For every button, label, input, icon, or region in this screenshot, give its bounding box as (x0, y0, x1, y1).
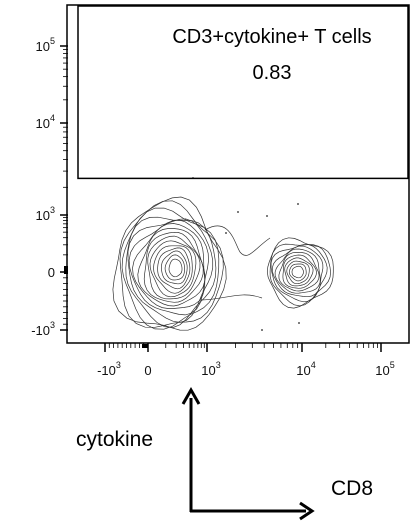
axis-arrows (181, 386, 315, 521)
contour-line-1-16 (168, 258, 183, 278)
gate-rectangle (77, 5, 409, 180)
contour-line-2-11 (291, 265, 304, 279)
contour-line-2-10 (288, 263, 307, 282)
contour-line-1-8 (137, 228, 206, 307)
contour-line-2-1 (266, 237, 334, 309)
y-axis-ticks: 105 104 103 0 -103 (31, 36, 68, 338)
contour-line-1-12 (153, 245, 193, 294)
gate-percent-label: 0.83 (253, 62, 292, 84)
contour-line-1-15 (164, 254, 185, 281)
contour-line-1-1 (112, 196, 227, 331)
contour-line-2-6 (278, 251, 320, 292)
gate-name-label: CD3+cytokine+ T cells (172, 26, 371, 48)
x-tick-label: 105 (375, 360, 394, 378)
y-tick-label: 105 (36, 36, 55, 54)
contour-bridge (199, 225, 271, 301)
contour-line-2-9 (286, 260, 310, 285)
event-dot (298, 322, 300, 324)
plot-frame (66, 4, 410, 344)
cytokine-axis-label: cytokine (76, 428, 154, 451)
contour-line-2-3 (270, 244, 328, 303)
event-dot (297, 203, 299, 205)
event-dot (266, 215, 268, 217)
cd8-axis-label: CD8 (331, 477, 374, 500)
contour-line-1-11 (149, 240, 197, 298)
contour-line-1-2 (119, 200, 224, 328)
contour-line-2-5 (274, 248, 321, 294)
x-tick-label: 104 (296, 360, 315, 378)
contour-line-2-2 (269, 243, 331, 307)
y-tick-label: -103 (31, 320, 55, 338)
x-tick-label: 0 (144, 363, 151, 378)
y-tick-label: 104 (36, 113, 55, 131)
horizontal-arrow-head (299, 501, 315, 521)
event-dot (237, 211, 239, 213)
x-tick-label: 103 (201, 360, 220, 378)
contour-line-2-4 (271, 245, 324, 298)
axis-event-pile (64, 266, 68, 274)
contour-line-2-8 (284, 257, 314, 287)
contour-line-1-5 (127, 218, 214, 323)
y-tick-label: 0 (48, 265, 55, 280)
event-dot (261, 329, 263, 331)
contour-line-1-10 (147, 235, 201, 300)
y-tick-label: 103 (36, 205, 55, 223)
x-axis-ticks: -103 0 103 104 105 (64, 266, 395, 378)
contour-layer (112, 196, 334, 331)
contour-line-2-7 (282, 254, 317, 289)
event-dot (225, 232, 227, 234)
x-tick-label: -103 (97, 360, 121, 378)
contour-line-1-14 (161, 250, 188, 285)
axis-event-pile (142, 344, 148, 348)
vertical-arrow-head (181, 386, 201, 405)
contour-line-1-7 (132, 223, 206, 309)
contour-line-1-9 (143, 231, 204, 303)
contour-line-1-6 (128, 219, 209, 316)
contour-line-1-4 (125, 216, 217, 328)
contour-line-1-13 (157, 247, 191, 290)
